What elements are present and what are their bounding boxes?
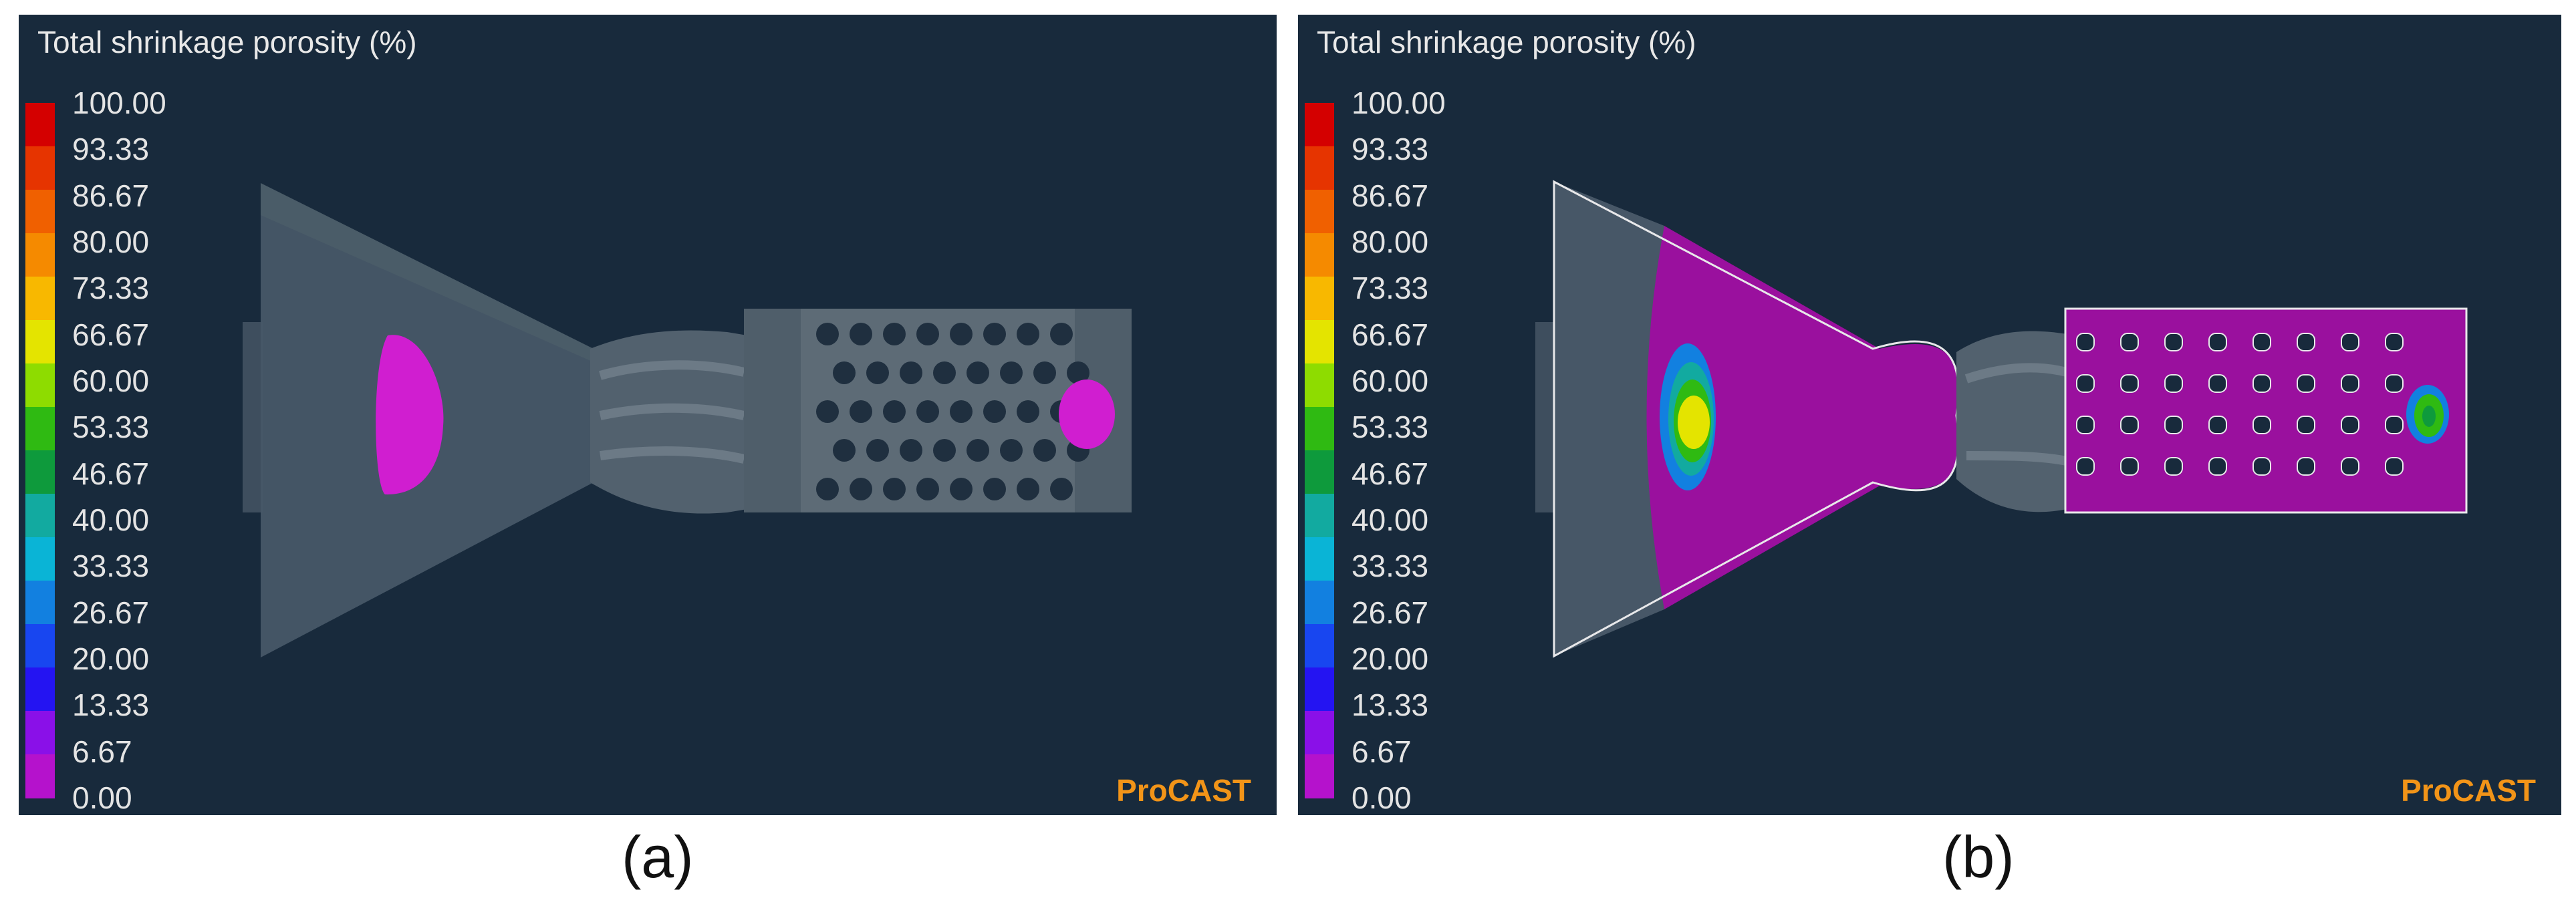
colorbar-tick-label: 20.00: [72, 641, 150, 676]
colorbar-tick-label: 46.67: [1351, 456, 1429, 491]
colorbar-tick-label: 0.00: [1351, 780, 1412, 815]
colorbar-tick-label: 80.00: [72, 224, 150, 259]
colorbar-tick-label: 86.67: [1351, 178, 1429, 213]
colorbar-ticks-b: 100.00 93.33 86.67 80.00 73.33 66.67 60.00 53.3…: [1351, 72, 1499, 815]
colorbar-tick-label: 86.67: [72, 178, 150, 213]
colorbar-segment: [25, 754, 55, 798]
colorbar-segment: [1305, 754, 1334, 798]
casting-model-a: [243, 183, 1132, 657]
colorbar-tick-label: 66.67: [1351, 317, 1429, 352]
colorbar-segment: [1305, 494, 1334, 538]
procast-brand: ProCAST: [2401, 773, 2536, 808]
colorbar-segment: [1305, 711, 1334, 755]
colorbar-segment: [1305, 233, 1334, 277]
colorbar-segment: [25, 537, 55, 581]
colorbar-tick-label: 93.33: [1351, 132, 1429, 167]
colorbar-segment: [25, 190, 55, 234]
colorbar-tick-label: 73.33: [72, 271, 150, 306]
casting-section-b: [1535, 180, 2468, 658]
colorbar-segment: [25, 667, 55, 712]
legend-title: Total shrinkage porosity (%): [37, 25, 417, 59]
colorbar-segment: [25, 146, 55, 190]
colorbar-segment: [1305, 667, 1334, 712]
legend-title: Total shrinkage porosity (%): [1317, 25, 1696, 59]
panel-a: Total shrinkage porosity (%) 100.00 93.33…: [19, 15, 1277, 815]
lattice-holes-b: [2076, 333, 2404, 476]
colorbar-b: [1305, 103, 1334, 798]
colorbar-tick-label: 100.00: [72, 86, 166, 120]
colorbar-tick-label: 100.00: [1351, 86, 1446, 120]
colorbar-tick-label: 6.67: [1351, 734, 1412, 769]
colorbar-segment: [1305, 624, 1334, 668]
colorbar-segment: [25, 233, 55, 277]
colorbar-tick-label: 13.33: [72, 688, 150, 723]
colorbar-segment: [1305, 407, 1334, 451]
colorbar-tick-label: 26.67: [1351, 595, 1429, 630]
colorbar-a: [25, 103, 55, 798]
colorbar-segment: [25, 103, 55, 147]
colorbar-segment: [25, 363, 55, 408]
colorbar-tick-label: 40.00: [72, 502, 150, 537]
colorbar-tick-label: 60.00: [72, 363, 150, 398]
colorbar-tick-label: 46.67: [72, 456, 150, 491]
colorbar-tick-label: 73.33: [1351, 271, 1429, 306]
colorbar-tick-label: 60.00: [1351, 363, 1429, 398]
colorbar-segment: [1305, 581, 1334, 625]
colorbar-segment: [25, 494, 55, 538]
colorbar-tick-label: 53.33: [72, 410, 150, 445]
colorbar-tick-label: 13.33: [1351, 688, 1429, 723]
colorbar-tick-label: 0.00: [72, 780, 132, 815]
colorbar-segment: [25, 624, 55, 668]
colorbar-segment: [1305, 277, 1334, 321]
colorbar-tick-label: 20.00: [1351, 641, 1429, 676]
colorbar-tick-label: 6.67: [72, 734, 132, 769]
caption-a: (a): [622, 824, 694, 890]
colorbar-tick-label: 33.33: [1351, 549, 1429, 584]
colorbar-tick-label: 53.33: [1351, 410, 1429, 445]
colorbar-tick-label: 80.00: [1351, 224, 1429, 259]
colorbar-tick-label: 26.67: [72, 595, 150, 630]
colorbar-segment: [25, 711, 55, 755]
colorbar-ticks-a: 100.00 93.33 86.67 80.00 73.33 66.67 60.00 53.3…: [72, 72, 219, 815]
caption-b: (b): [1942, 824, 2015, 890]
colorbar-segment: [1305, 103, 1334, 147]
colorbar-segment: [25, 581, 55, 625]
colorbar-segment: [1305, 190, 1334, 234]
porosity-blob-right-a: [1059, 380, 1115, 449]
colorbar-segment: [1305, 450, 1334, 494]
colorbar-segment: [1305, 537, 1334, 581]
porosity-blob-left-a: [376, 335, 444, 495]
colorbar-tick-label: 93.33: [72, 132, 150, 167]
colorbar-tick-label: 66.67: [72, 317, 150, 352]
colorbar-tick-label: 40.00: [1351, 502, 1429, 537]
procast-brand: ProCAST: [1116, 773, 1251, 808]
colorbar-tick-label: 33.33: [72, 549, 150, 584]
colorbar-segment: [25, 277, 55, 321]
colorbar-segment: [1305, 320, 1334, 364]
colorbar-segment: [1305, 363, 1334, 408]
panel-b: Total shrinkage porosity (%) 100.00 93.33…: [1298, 15, 2561, 815]
colorbar-segment: [25, 407, 55, 451]
lattice-holes-a: [816, 323, 1089, 500]
colorbar-segment: [25, 450, 55, 494]
colorbar-segment: [25, 320, 55, 364]
colorbar-segment: [1305, 146, 1334, 190]
